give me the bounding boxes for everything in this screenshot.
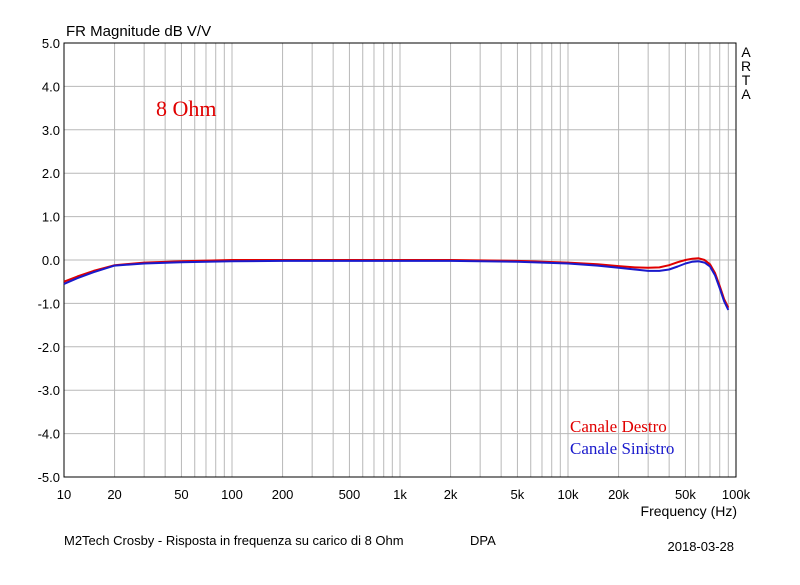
plot-frame xyxy=(63,42,737,478)
side-label-letter: R xyxy=(741,58,751,74)
x-tick-label: 100k xyxy=(722,487,751,502)
x-tick-label: 1k xyxy=(393,487,407,502)
legend-entry: Canale Sinistro xyxy=(570,439,674,458)
y-tick-labels: 5.0 4.0 3.0 2.0 1.0 0.0 -1.0 -2.0 -3.0 -4.0 -5.0 xyxy=(38,36,60,485)
y-tick-label: -3.0 xyxy=(38,383,60,398)
y-tick-label: 0.0 xyxy=(42,253,60,268)
y-tick-label: 1.0 xyxy=(42,210,60,225)
legend: Canale Destro Canale Sinistro xyxy=(570,417,674,458)
x-tick-label: 500 xyxy=(339,487,361,502)
y-tick-label: -4.0 xyxy=(38,427,60,442)
x-tick-label: 20 xyxy=(107,487,121,502)
y-tick-label: -2.0 xyxy=(38,340,60,355)
y-tick-label: 4.0 xyxy=(42,79,60,94)
footer-date: 2018-03-28 xyxy=(668,539,735,554)
series-layer xyxy=(63,257,730,311)
side-label-letter: A xyxy=(741,86,751,102)
footer-tag: DPA xyxy=(470,533,496,548)
y-tick-label: -1.0 xyxy=(38,296,60,311)
x-tick-label: 5k xyxy=(511,487,525,502)
x-tick-labels: 10 20 50 100 200 500 1k 2k 5k 10k 20k 50k 100k xyxy=(57,487,751,502)
side-label-letter: A xyxy=(741,44,751,60)
y-tick-label: 3.0 xyxy=(42,123,60,138)
x-tick-label: 100 xyxy=(221,487,243,502)
series-line-canale-sinistro xyxy=(63,259,730,311)
footer-caption: M2Tech Crosby - Risposta in frequenza su… xyxy=(64,533,404,548)
annotation-8-ohm: 8 Ohm xyxy=(156,96,217,121)
x-tick-label: 50k xyxy=(675,487,696,502)
x-tick-label: 20k xyxy=(608,487,629,502)
x-tick-label: 200 xyxy=(272,487,294,502)
x-tick-label: 10 xyxy=(57,487,71,502)
y-tick-label: 5.0 xyxy=(42,36,60,51)
legend-entry: Canale Destro xyxy=(570,417,667,436)
x-axis-label: Frequency (Hz) xyxy=(641,503,737,519)
x-tick-label: 50 xyxy=(174,487,188,502)
x-tick-label: 10k xyxy=(558,487,579,502)
side-label-letter: T xyxy=(742,72,751,88)
y-tick-label: -5.0 xyxy=(38,470,60,485)
chart-title: FR Magnitude dB V/V xyxy=(66,23,211,40)
y-tick-label: 2.0 xyxy=(42,166,60,181)
x-tick-label: 2k xyxy=(444,487,458,502)
